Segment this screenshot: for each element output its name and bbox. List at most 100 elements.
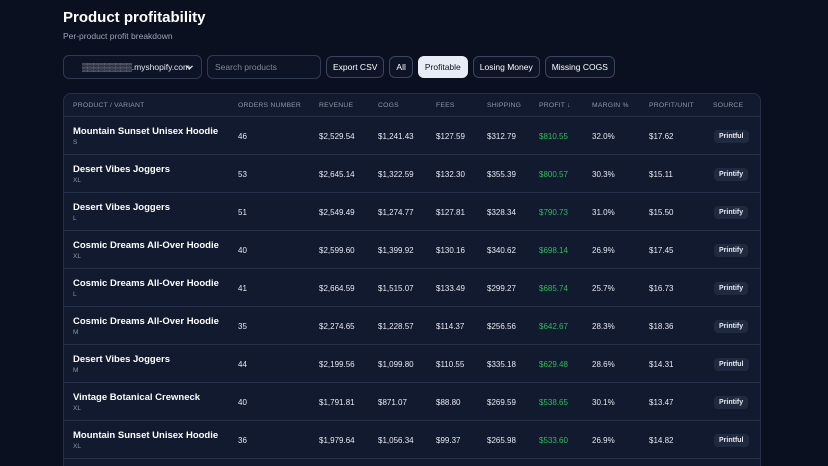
cell-margin: 32.0% [592,132,615,141]
table-body: Mountain Sunset Unisex Hoodie S 46 $2,529.5… [64,117,760,459]
filter-profitable-button[interactable]: Profitable [417,56,468,78]
cell-unit: $14.31 [649,360,674,369]
cell-fees: $127.81 [436,208,465,217]
cell-unit: $17.45 [649,246,674,255]
cell-cogs: $1,322.59 [378,170,414,179]
product-name: Cosmic Dreams All-Over Hoodie [73,240,219,251]
cell-shipping: $335.18 [487,360,516,369]
toolbar: ▒▒▒▒▒▒▒▒▒ .myshopify.com Export CSV All … [63,55,615,79]
cell-profit: $538.65 [539,398,568,407]
cell-revenue: $2,549.49 [319,208,355,217]
product-name: Cosmic Dreams All-Over Hoodie [73,316,219,327]
table-row[interactable]: Mountain Sunset Unisex Hoodie XL 36 $1,979.… [64,421,760,459]
source-badge: Printify [714,396,749,409]
cell-revenue: $1,791.81 [319,398,355,407]
column-header-orders[interactable]: ORDERS NUMBER [238,102,302,109]
cell-margin: 26.9% [592,436,615,445]
cell-orders: 35 [238,322,247,331]
column-header-margin[interactable]: MARGIN % [592,102,629,109]
product-variant: S [73,139,78,146]
cell-profit: $629.48 [539,360,568,369]
cell-profit: $698.14 [539,246,568,255]
product-variant: XL [73,443,81,450]
cell-margin: 28.3% [592,322,615,331]
cell-margin: 30.1% [592,398,615,407]
source-badge: Printify [714,282,749,295]
column-header-profit-unit[interactable]: PROFIT/UNIT [649,102,694,109]
cell-revenue: $2,529.54 [319,132,355,141]
cell-cogs: $1,274.77 [378,208,414,217]
cell-revenue: $2,199.56 [319,360,355,369]
table-row[interactable]: Desert Vibes Joggers L 51 $2,549.49 $1,274.7… [64,193,760,231]
cell-shipping: $340.62 [487,246,516,255]
product-variant: L [73,291,77,298]
store-domain: .myshopify.com [131,62,191,72]
cell-shipping: $328.34 [487,208,516,217]
cell-fees: $130.16 [436,246,465,255]
filter-missing-cogs-button[interactable]: Missing COGS [544,56,615,78]
cell-fees: $99.37 [436,436,461,445]
source-badge: Printify [714,320,749,333]
column-header-source[interactable]: SOURCE [713,102,744,109]
cell-unit: $15.11 [649,170,673,179]
product-variant: M [73,367,79,374]
search-input[interactable] [207,55,321,79]
cell-profit: $642.67 [539,322,568,331]
table-row[interactable]: Mountain Sunset Unisex Hoodie S 46 $2,529.5… [64,117,760,155]
cell-shipping: $265.98 [487,436,516,445]
filter-losing-money-button[interactable]: Losing Money [472,56,540,78]
cell-unit: $16.73 [649,284,674,293]
cell-shipping: $256.56 [487,322,516,331]
cell-fees: $114.37 [436,322,465,331]
table-row[interactable]: Desert Vibes Joggers XL 53 $2,645.14 $1,322.… [64,155,760,193]
cell-orders: 44 [238,360,247,369]
table-header: PRODUCT / VARIANT ORDERS NUMBER REVENUE … [64,94,760,117]
product-variant: XL [73,253,81,260]
page-subtitle: Per-product profit breakdown [63,31,173,41]
cell-orders: 46 [238,132,247,141]
product-name: Mountain Sunset Unisex Hoodie [73,126,219,137]
product-name: Vintage Botanical Crewneck [73,392,201,403]
cell-profit: $800.57 [539,170,568,179]
filter-all-button[interactable]: All [389,56,413,78]
source-badge: Printify [714,206,749,219]
column-header-product[interactable]: PRODUCT / VARIANT [73,102,145,109]
store-select[interactable]: ▒▒▒▒▒▒▒▒▒ .myshopify.com [63,55,202,79]
product-name: Mountain Sunset Unisex Hoodie [73,430,219,441]
cell-cogs: $1,099.80 [378,360,414,369]
cell-cogs: $1,228.57 [378,322,414,331]
column-header-shipping[interactable]: SHIPPING [487,102,522,109]
cell-revenue: $1,979.64 [319,436,355,445]
column-header-revenue[interactable]: REVENUE [319,102,354,109]
column-header-profit[interactable]: PROFIT ↓ [539,102,571,109]
table-row[interactable]: Cosmic Dreams All-Over Hoodie M 35 $2,274.6… [64,307,760,345]
cell-revenue: $2,599.60 [319,246,355,255]
product-name: Desert Vibes Joggers [73,164,170,175]
product-variant: XL [73,405,81,412]
cell-profit: $533.60 [539,436,568,445]
cell-margin: 25.7% [592,284,615,293]
cell-shipping: $355.39 [487,170,516,179]
table-row[interactable]: Cosmic Dreams All-Over Hoodie L 41 $2,664.5… [64,269,760,307]
cell-margin: 28.6% [592,360,615,369]
column-header-fees[interactable]: FEES [436,102,455,109]
cell-unit: $18.36 [649,322,674,331]
cell-fees: $88.80 [436,398,461,407]
cell-revenue: $2,664.59 [319,284,355,293]
product-name: Desert Vibes Joggers [73,354,170,365]
table-row[interactable]: Cosmic Dreams All-Over Hoodie XL 40 $2,599.… [64,231,760,269]
cell-fees: $127.59 [436,132,465,141]
cell-margin: 31.0% [592,208,615,217]
table-row[interactable]: Vintage Botanical Crewneck XL 40 $1,791.81 $… [64,383,760,421]
cell-fees: $133.49 [436,284,465,293]
cell-orders: 40 [238,246,247,255]
cell-unit: $13.47 [649,398,674,407]
cell-unit: $17.62 [649,132,674,141]
cell-unit: $15.50 [649,208,674,217]
column-header-cogs[interactable]: COGS [378,102,399,109]
export-csv-button[interactable]: Export CSV [326,56,385,78]
product-variant: M [73,329,79,336]
cell-orders: 51 [238,208,247,217]
table-row[interactable]: Desert Vibes Joggers M 44 $2,199.56 $1,099.8… [64,345,760,383]
product-variant: L [73,215,77,222]
